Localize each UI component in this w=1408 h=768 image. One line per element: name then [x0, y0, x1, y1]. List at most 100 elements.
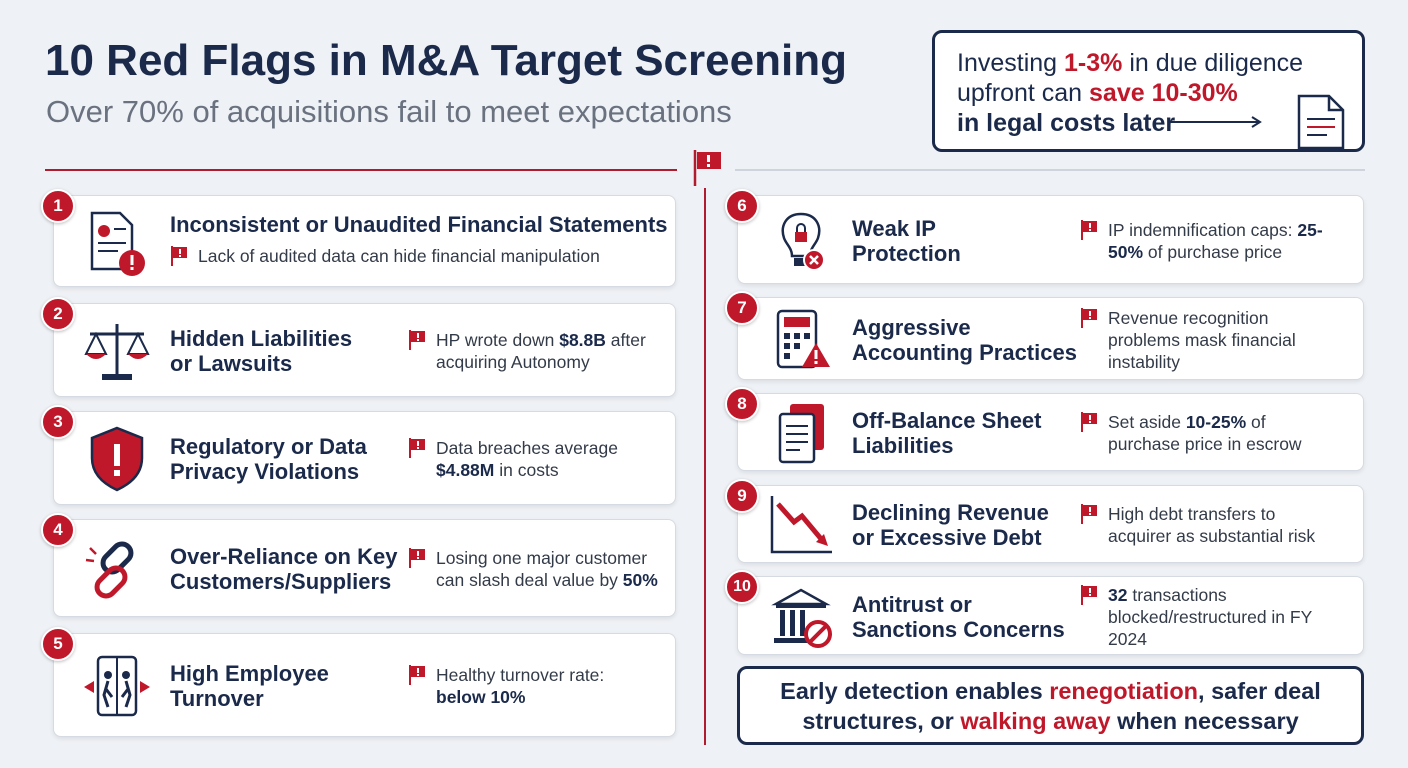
flag-icon: [82, 534, 152, 604]
footer-segment: , safer deal structures, or: [802, 677, 1321, 734]
card-note-body: Lack of audited data can hide financial …: [170, 245, 650, 267]
card-note: Set aside 10-25% of purchase price in es…: [1080, 394, 1338, 472]
note-text: Losing one major customer can slash deal…: [436, 548, 648, 590]
footer-highlight: renegotiation: [1049, 677, 1199, 704]
callout-highlight: save 10-30%: [1089, 79, 1238, 107]
note-text: Set aside: [1108, 412, 1186, 432]
number-badge: 8: [725, 387, 759, 421]
number-badge: 7: [725, 291, 759, 325]
card-title-line: Sanctions Concerns: [852, 616, 1065, 642]
note-text: IP indemnification caps:: [1108, 219, 1298, 240]
card-title-line: Privacy Violations: [170, 459, 360, 484]
card-note-body: Losing one major customer can slash deal…: [408, 547, 658, 591]
note-text: in costs: [494, 460, 559, 480]
card-title: Declining Revenue or Excessive Debt: [852, 486, 1049, 564]
card-note-body: Set aside 10-25% of purchase price in es…: [1080, 411, 1338, 455]
flag-card: Aggressive Accounting Practices Revenue re…: [737, 297, 1364, 380]
card-note: Revenue recognition problems mask financ…: [1080, 298, 1338, 381]
footer-text: Early detection enables renegotiation, s…: [761, 676, 1341, 736]
card-title-line: Antitrust or: [852, 591, 972, 617]
document-icon: [1297, 94, 1345, 150]
flag-icon: [82, 316, 152, 386]
flag-icon: [82, 424, 152, 494]
note-text: of purchase price in escrow: [1108, 412, 1302, 454]
number-badge: 1: [41, 189, 75, 223]
flag-card: Inconsistent or Unaudited Financial Stat…: [53, 195, 676, 287]
flag-icon: [766, 206, 836, 276]
card-note-body: Revenue recognition problems mask financ…: [1080, 307, 1338, 373]
number-badge: 10: [725, 570, 759, 604]
footer-highlight: walking away: [960, 707, 1111, 734]
card-title-line: or Lawsuits: [170, 351, 293, 376]
card-title: Over-Reliance on Key Customers/Suppliers: [170, 520, 397, 618]
card-note-body: HP wrote down $8.8B after acquiring Auto…: [408, 329, 658, 373]
card-title: Regulatory or Data Privacy Violations: [170, 412, 367, 506]
card-note-body: 32 transactions blocked/restructured in …: [1080, 584, 1338, 650]
flag-icon: [766, 305, 836, 375]
note-text: HP wrote down: [436, 330, 560, 350]
note-highlight: 25-50%: [1108, 219, 1323, 262]
icon-graphic: [776, 309, 830, 368]
flag-icon: [82, 651, 152, 721]
callout-segment: in legal costs later: [957, 109, 1176, 137]
callout-segment: in due diligence upfront can: [957, 49, 1304, 107]
note-highlight: 50%: [622, 570, 658, 590]
page-title: 10 Red Flags in M&A Target Screening: [45, 36, 847, 85]
note-text: Revenue recognition problems mask financ…: [1108, 307, 1296, 372]
flag-card: Declining Revenue or Excessive Debt High d…: [737, 485, 1364, 563]
flag-icon: [693, 150, 721, 186]
card-note: Healthy turnover rate: below 10%: [408, 634, 658, 738]
card-title-line: Regulatory or Data: [170, 434, 367, 459]
flag-icon: [766, 582, 836, 652]
card-note-body: High debt transfers to acquirer as subst…: [1080, 503, 1338, 547]
number-badge: 5: [41, 627, 75, 661]
note-highlight: 32: [1108, 584, 1128, 605]
card-note-body: Healthy turnover rate: below 10%: [408, 664, 658, 708]
icon-graphic: [90, 426, 144, 492]
page-subtitle: Over 70% of acquisitions fail to meet ex…: [46, 94, 732, 129]
note-highlight: $8.8B: [559, 330, 606, 350]
card-title-line: Aggressive: [852, 314, 971, 340]
card-title-line: Customers/Suppliers: [170, 569, 392, 594]
callout-segment: Investing: [957, 49, 1065, 77]
card-note: High debt transfers to acquirer as subst…: [1080, 486, 1338, 564]
callout-box: Investing 1-3% in due diligence upfront …: [932, 30, 1365, 152]
card-title-line: Weak IP: [852, 215, 936, 241]
flag-card: Weak IP Protection IP indemnification caps…: [737, 195, 1364, 284]
note-text: transactions blocked/restructured in FY …: [1108, 584, 1312, 649]
card-title-line: Protection: [852, 240, 961, 266]
card-title-line: Accounting Practices: [852, 339, 1077, 365]
card-title: Weak IP Protection: [852, 196, 961, 285]
flag-card: Antitrust or Sanctions Concerns 32 transac…: [737, 576, 1364, 655]
card-title: Off-Balance Sheet Liabilities: [852, 394, 1042, 472]
card-note: Data breaches average $4.88M in costs: [408, 412, 658, 506]
card-title-line: Liabilities: [852, 433, 954, 458]
icon-graphic: [771, 588, 832, 648]
icon-graphic: [90, 211, 145, 276]
note-text: of purchase price: [1143, 241, 1283, 262]
icon-graphic: [778, 404, 824, 464]
note-highlight: $4.88M: [436, 460, 495, 480]
icon-graphic: [85, 541, 134, 599]
callout-text: Investing 1-3% in due diligence upfront …: [957, 48, 1342, 138]
note-highlight: below 10%: [436, 687, 526, 707]
card-note-body: IP indemnification caps: 25-50% of purch…: [1080, 219, 1338, 263]
note-highlight: 10-25%: [1185, 412, 1247, 432]
number-badge: 3: [41, 405, 75, 439]
card-title: Inconsistent or Unaudited Financial Stat…: [170, 212, 668, 237]
callout-highlight: 1-3%: [1064, 49, 1123, 77]
flag-icon: [766, 490, 836, 560]
callout-arrow: [1169, 116, 1262, 128]
card-note: Losing one major customer can slash deal…: [408, 520, 658, 618]
footer-box: Early detection enables renegotiation, s…: [737, 666, 1364, 745]
card-title-line: Turnover: [170, 686, 264, 711]
note-text: High debt transfers to acquirer as subst…: [1108, 504, 1316, 546]
card-title-line: Hidden Liabilities: [170, 326, 353, 351]
note-text: Data breaches average: [436, 438, 618, 458]
icon-graphic: [84, 655, 150, 717]
icon-graphic: [770, 496, 832, 554]
flag-icon: [766, 398, 836, 468]
card-title-line: Over-Reliance on Key: [170, 544, 398, 569]
